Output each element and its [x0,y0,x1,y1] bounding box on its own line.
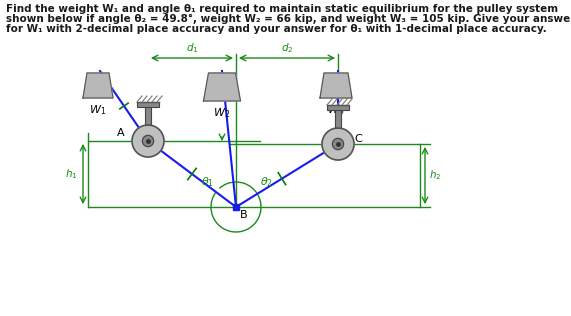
Circle shape [142,135,154,147]
Text: shown below if angle θ₂ = 49.8°, weight W₂ = 66 kip, and weight W₃ = 105 kip. Gi: shown below if angle θ₂ = 49.8°, weight … [6,14,571,24]
Polygon shape [320,73,352,98]
Text: B: B [240,210,248,220]
Circle shape [322,128,354,160]
Text: $d_2$: $d_2$ [281,41,293,55]
Text: $\theta_2$: $\theta_2$ [260,175,272,189]
Text: $h_1$: $h_1$ [66,167,78,181]
Bar [145,107,151,125]
Text: C: C [354,134,362,144]
Text: $W_1$: $W_1$ [90,103,107,117]
Bar [335,110,341,128]
Text: $W_3$: $W_3$ [327,103,345,117]
Circle shape [332,138,344,149]
Text: $\theta_1$: $\theta_1$ [202,175,215,189]
Polygon shape [203,73,240,101]
Text: $d_1$: $d_1$ [186,41,198,55]
Circle shape [132,125,164,157]
Text: for W₁ with 2-decimal place accuracy and your answer for θ₁ with 1-decimal place: for W₁ with 2-decimal place accuracy and… [6,24,547,34]
Text: A: A [117,128,125,138]
Text: $W_2$: $W_2$ [214,106,231,120]
Text: Find the weight W₁ and angle θ₁ required to maintain static equilibrium for the : Find the weight W₁ and angle θ₁ required… [6,4,558,14]
Text: $h_2$: $h_2$ [429,169,441,182]
Polygon shape [83,73,113,98]
Bar [327,105,349,110]
Bar [137,102,159,107]
